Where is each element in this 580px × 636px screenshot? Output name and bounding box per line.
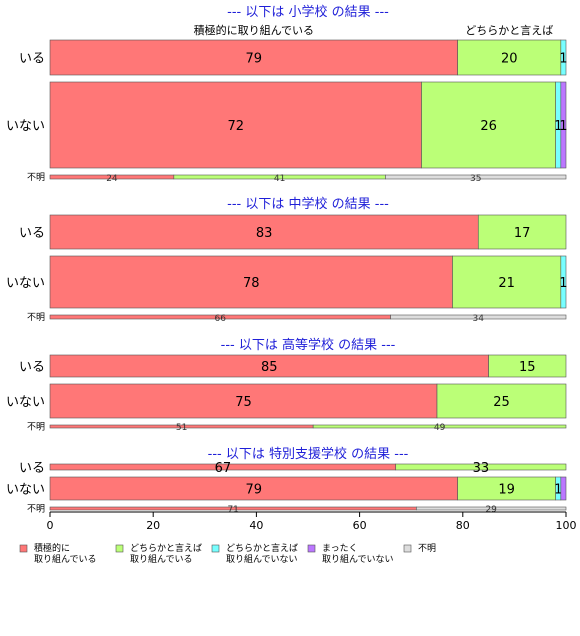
row-label: いる [19,360,45,375]
x-tick-label: 80 [456,519,470,532]
bar-segment [488,354,567,378]
data-label: 79 [246,483,263,498]
data-label: 33 [473,461,490,476]
row-label: 不明 [27,312,45,323]
bar-segment [312,424,567,429]
data-label: 26 [480,119,497,134]
bar-segment [390,314,567,320]
row-label: いない [6,395,45,410]
bar-segment [385,174,567,180]
bar-segment [452,255,562,309]
bar-segment [560,81,567,169]
data-label: 49 [434,423,446,433]
data-label: 1 [554,119,562,134]
legend-label: どちらかと言えば [226,542,298,554]
legend-label: 不明 [418,543,436,554]
bar-segment [560,39,567,76]
data-label: 83 [256,226,273,241]
legend-swatch [115,544,124,553]
data-label: 1 [559,52,567,67]
legend-label: まったく [322,543,358,554]
data-label: 1 [554,483,562,498]
row-label: いない [6,119,45,134]
x-tick-label: 20 [146,519,160,532]
data-label: 66 [215,314,227,324]
segment-header-label: 積極的に取り組んでいる [194,23,314,37]
bar-segment [457,39,562,76]
data-label: 78 [243,276,260,291]
data-label: 1 [559,276,567,291]
x-tick-label: 100 [556,519,577,532]
bar-segment [436,383,567,419]
data-label: 79 [246,52,263,67]
legend-label: 取り組んでいる [130,553,193,565]
data-label: 20 [501,52,518,67]
bar-segment [49,383,438,419]
legend-label: どちらかと言えば [130,542,202,554]
row-label: いる [19,226,45,241]
data-label: 1 [559,119,567,134]
bar-segment [560,255,567,309]
data-label: 25 [493,395,510,410]
row-label: 不明 [27,504,45,515]
bar-segment [477,214,567,250]
bar-segment [49,39,458,76]
data-label: 72 [227,119,244,134]
legend-swatch [307,544,316,553]
legend-swatch [403,544,412,553]
data-label: 41 [274,174,285,184]
legend-swatch [19,544,28,553]
data-label: 21 [498,276,515,291]
row-label: 不明 [27,422,45,433]
x-tick-label: 60 [353,519,367,532]
legend-label: 取り組んでいない [322,553,394,565]
row-label: いない [6,276,45,291]
bar-segment [416,506,567,511]
data-label: 35 [470,174,481,184]
bar-segment [49,255,453,309]
panel-title: --- 以下は 高等学校 の結果 --- [221,337,396,353]
legend-label: 積極的に [34,542,70,554]
data-label: 24 [106,174,118,184]
legend-label: 取り組んでいる [34,553,97,565]
data-label: 75 [235,395,252,410]
panel-title: --- 以下は 小学校 の結果 --- [227,4,389,20]
row-label: いる [19,461,45,476]
legend-swatch [211,544,220,553]
bar-segment [49,214,479,250]
data-label: 51 [176,423,187,433]
x-tick-label: 40 [249,519,263,532]
data-label: 85 [261,360,278,375]
bar-segment [395,463,567,471]
data-label: 19 [498,483,515,498]
data-label: 67 [215,461,232,476]
data-label: 15 [519,360,536,375]
row-label: 不明 [27,172,45,183]
legend-label: 取り組んでいない [226,553,298,565]
data-label: 29 [485,505,497,515]
bar-segment [560,476,567,501]
data-label: 17 [514,226,531,241]
data-label: 71 [227,505,238,515]
row-label: いる [19,52,45,67]
panel-title: --- 以下は 中学校 の結果 --- [227,196,389,212]
segment-header-label: どちらかと言えば [465,24,553,37]
panel-title: --- 以下は 特別支援学校 の結果 --- [208,446,409,462]
bar-segment [421,81,556,169]
x-tick-label: 0 [47,519,54,532]
row-label: いない [6,483,45,498]
data-label: 34 [473,314,485,324]
